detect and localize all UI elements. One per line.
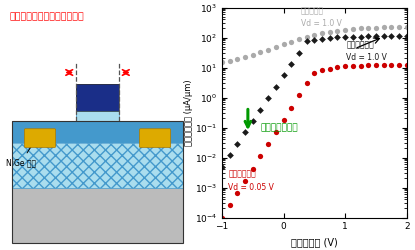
Text: ゲートとの間に間隔を設ける: ゲートとの間に間隔を設ける — [10, 12, 85, 22]
Y-axis label: ドレイン電流 (μA/μm): ドレイン電流 (μA/μm) — [184, 79, 193, 146]
Text: Vd = 1.0 V: Vd = 1.0 V — [347, 53, 387, 62]
Bar — [76, 84, 119, 111]
Text: 従来の構造: 従来の構造 — [301, 6, 324, 15]
FancyBboxPatch shape — [24, 129, 56, 148]
X-axis label: ゲート電圧 (V): ゲート電圧 (V) — [291, 237, 338, 247]
Bar — [12, 188, 183, 242]
Bar — [12, 121, 183, 142]
Bar — [76, 111, 119, 121]
Text: 工夫した構造: 工夫した構造 — [347, 40, 374, 50]
Bar — [12, 142, 183, 188]
Text: 工夫した構造: 工夫した構造 — [228, 170, 256, 178]
Text: NiGe 合金: NiGe 合金 — [6, 142, 36, 167]
Bar — [76, 111, 119, 121]
Bar — [76, 84, 119, 111]
FancyBboxPatch shape — [139, 129, 171, 148]
Bar — [12, 121, 183, 242]
Text: オフ電流の抑制: オフ電流の抑制 — [260, 123, 298, 132]
Text: Vd = 0.05 V: Vd = 0.05 V — [228, 183, 274, 192]
Text: Vd = 1.0 V: Vd = 1.0 V — [301, 20, 342, 28]
